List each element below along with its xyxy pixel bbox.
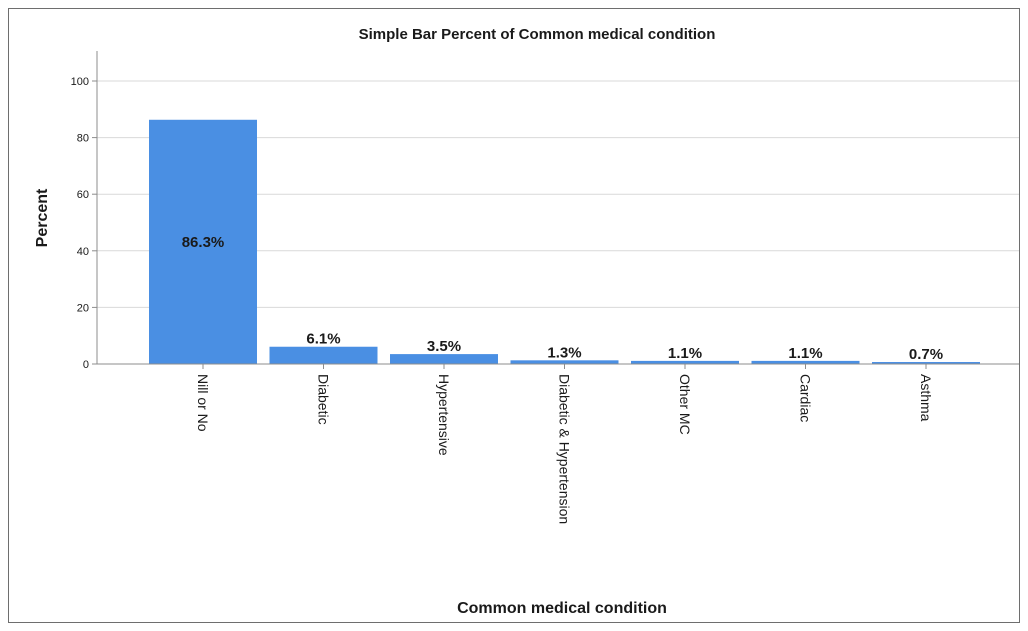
data-label: 0.7% bbox=[909, 346, 943, 363]
x-axis: Nill or No Diabetic Hypertensive Diabetic &… bbox=[97, 363, 1019, 524]
chart-frame: Simple Bar Percent of Common medical con… bbox=[8, 8, 1020, 623]
y-axis-title: Percent bbox=[34, 188, 51, 247]
bar bbox=[872, 362, 980, 364]
x-tick-label: Nill or No bbox=[195, 374, 211, 432]
y-axis: 0 20 40 60 80 100 bbox=[71, 51, 98, 371]
x-axis-title: Common medical condition bbox=[457, 600, 667, 617]
data-label: 86.3% bbox=[182, 234, 225, 251]
data-label: 6.1% bbox=[306, 331, 340, 348]
x-tick-label: Asthma bbox=[918, 374, 934, 422]
bars: 86.3% 6.1% 3.5% 1.3% 1.1% 1.1% 0.7% bbox=[149, 119, 980, 365]
y-tick-label: 80 bbox=[77, 133, 89, 145]
data-label: 3.5% bbox=[427, 338, 461, 355]
y-tick-label: 60 bbox=[77, 189, 89, 201]
bar bbox=[510, 360, 619, 364]
y-tick-label: 0 bbox=[83, 359, 89, 371]
bar bbox=[390, 354, 498, 364]
data-label: 1.1% bbox=[668, 345, 702, 362]
data-label: 1.3% bbox=[547, 344, 581, 361]
bar bbox=[631, 360, 739, 364]
x-tick-label: Diabetic bbox=[316, 374, 332, 425]
chart-title: Simple Bar Percent of Common medical con… bbox=[359, 26, 716, 43]
bar-chart: Simple Bar Percent of Common medical con… bbox=[34, 26, 1019, 617]
bar bbox=[751, 360, 860, 364]
y-tick-label: 100 bbox=[71, 76, 89, 88]
data-label: 1.1% bbox=[788, 345, 822, 362]
x-tick-label: Hypertensive bbox=[436, 374, 452, 456]
y-tick-label: 40 bbox=[77, 246, 89, 258]
x-tick-label: Diabetic & Hypertension bbox=[557, 374, 573, 524]
y-tick-label: 20 bbox=[77, 302, 89, 314]
bar bbox=[149, 119, 257, 365]
x-tick-label: Cardiac bbox=[798, 374, 814, 422]
bar bbox=[269, 346, 378, 364]
x-tick-label: Other MC bbox=[677, 374, 693, 435]
